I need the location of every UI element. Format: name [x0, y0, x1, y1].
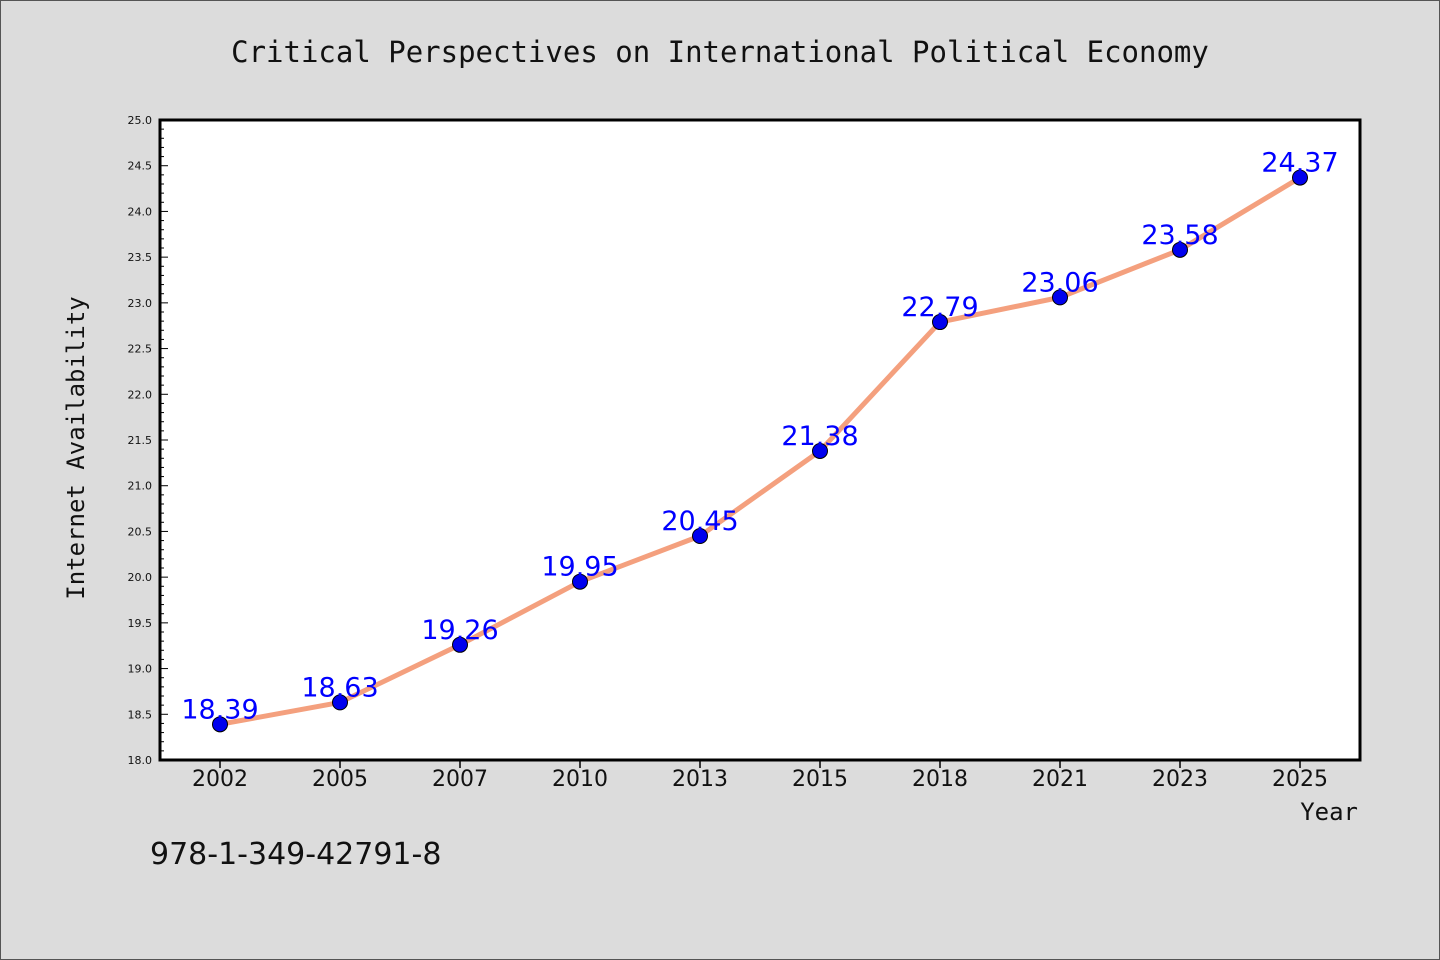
data-label: 21.38	[781, 421, 858, 452]
data-labels: 18.39 18.63 19.26 19.95 20.45 21.38 22.79 23.06…	[181, 148, 1338, 726]
x-tick-label: 2007	[432, 767, 488, 792]
data-point	[692, 528, 708, 544]
y-tick-label: 20.0	[128, 571, 153, 584]
data-label: 23.58	[1141, 220, 1218, 251]
data-point	[1052, 289, 1068, 306]
y-tick-label: 24.5	[128, 160, 153, 173]
plot-area	[160, 120, 1360, 760]
x-axis-ticks: 2002 2005 2007 2010 2013 2015 2018 2021 2023 2025	[192, 760, 1328, 792]
x-tick-label: 2021	[1032, 767, 1088, 792]
data-label: 19.95	[541, 552, 618, 583]
data-point	[332, 694, 348, 711]
y-tick-label: 18.0	[128, 754, 153, 767]
y-tick-label: 25.0	[128, 114, 153, 127]
x-tick-label: 2023	[1152, 767, 1208, 792]
data-point	[812, 442, 828, 459]
data-label: 24.37	[1261, 148, 1338, 179]
data-point	[1172, 241, 1188, 258]
y-tick-label: 20.5	[128, 525, 153, 538]
y-tick-label: 21.0	[128, 480, 153, 493]
x-tick-label: 2013	[672, 767, 728, 792]
data-point	[932, 314, 948, 331]
data-label: 20.45	[661, 506, 738, 537]
data-label: 19.26	[421, 615, 498, 646]
x-tick-label: 2025	[1272, 767, 1328, 792]
y-tick-label: 19.5	[128, 617, 153, 630]
y-tick-label: 23.0	[128, 297, 153, 310]
x-tick-label: 2010	[552, 767, 608, 792]
data-point	[452, 636, 468, 653]
y-axis-label: Internet Availability	[62, 296, 90, 599]
data-label: 18.39	[181, 694, 258, 725]
series-group	[212, 169, 1308, 733]
isbn-text: 978-1-349-42791-8	[150, 837, 441, 872]
series-line	[217, 175, 1303, 727]
x-tick-label: 2002	[192, 767, 248, 792]
y-tick-label: 22.0	[128, 388, 153, 401]
x-axis-label: Year	[1300, 798, 1358, 826]
data-label: 23.06	[1021, 267, 1098, 298]
data-point	[1292, 169, 1308, 186]
chart-title: Critical Perspectives on International P…	[231, 35, 1209, 69]
x-tick-label: 2015	[792, 767, 848, 792]
y-tick-label: 21.5	[128, 434, 153, 447]
plot-frame	[158, 118, 1362, 762]
y-tick-label: 19.0	[128, 663, 153, 676]
y-tick-label: 23.5	[128, 251, 153, 264]
x-tick-label: 2005	[312, 767, 368, 792]
data-label: 22.79	[901, 292, 978, 323]
y-tick-label: 24.0	[128, 205, 153, 218]
y-tick-label: 22.5	[128, 343, 153, 356]
y-axis-ticks: 18.0 18.5 19.0 19.5 20.0 20.5 21.0 21.5 22.0 22.5…	[128, 114, 168, 767]
x-tick-label: 2018	[912, 767, 968, 792]
y-tick-label: 18.5	[128, 708, 153, 721]
data-point	[572, 573, 588, 590]
data-label: 18.63	[301, 672, 378, 703]
data-point	[212, 716, 228, 733]
